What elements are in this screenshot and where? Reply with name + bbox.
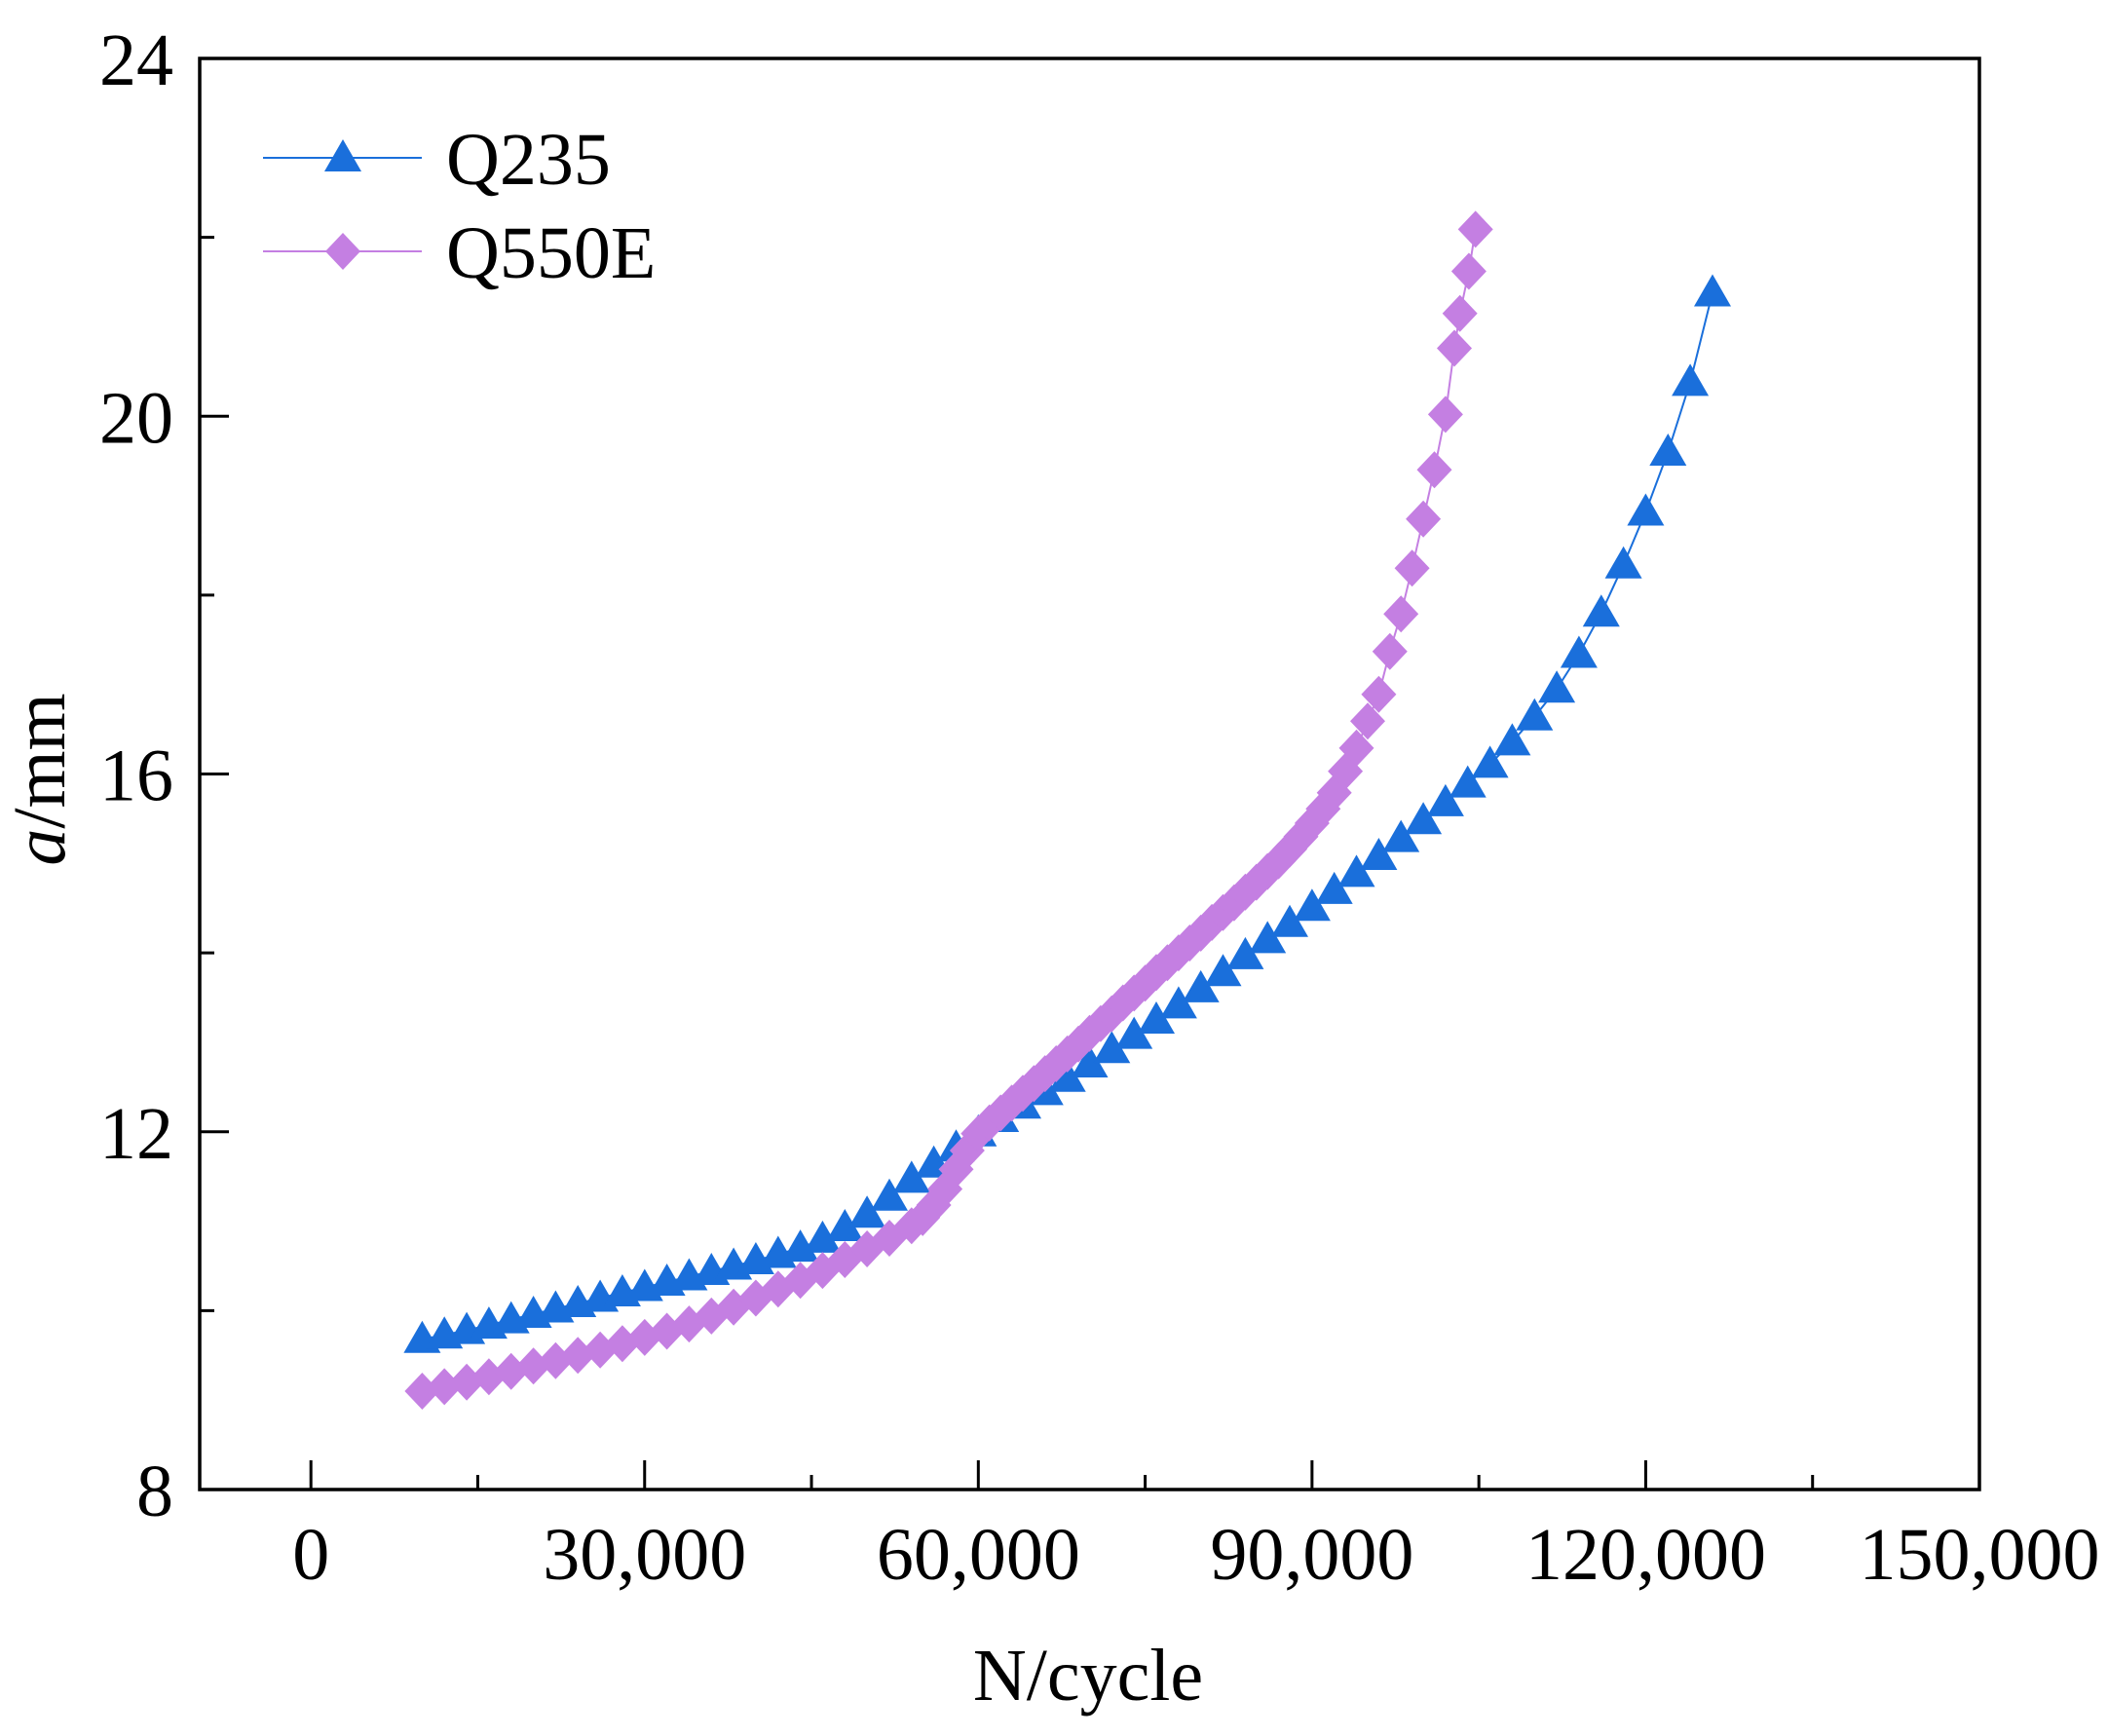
x-tick-label: 90,000 — [1210, 1514, 1413, 1596]
plot-area — [403, 210, 1731, 1410]
q235-data-point — [1449, 765, 1487, 798]
legend-item-q235: Q235 — [263, 119, 611, 201]
legend-label-q235: Q235 — [446, 119, 611, 201]
q235-data-point — [1271, 904, 1308, 937]
q550e-data-point — [1383, 595, 1419, 633]
q235-data-point — [1627, 493, 1665, 526]
x-axis-title: N/cycle — [973, 1635, 1203, 1717]
q235-data-point — [1538, 670, 1576, 703]
series-q235 — [403, 274, 1731, 1353]
y-tick-label: 20 — [99, 377, 173, 459]
tick-labels: 0 30,000 60,000 90,000 120,000 150,000 8 12 16 20… — [99, 19, 2100, 1596]
q235-data-point — [1182, 969, 1220, 1002]
q235-data-point — [1115, 1016, 1153, 1049]
q235-data-point — [1360, 838, 1398, 870]
q235-data-point — [848, 1195, 886, 1228]
q550e-data-point — [471, 1358, 507, 1396]
q550e-data-point — [1338, 729, 1374, 767]
q235-data-point — [1159, 986, 1197, 1019]
q235-data-point — [1048, 1059, 1086, 1092]
y-axis-title-variable: a — [0, 829, 81, 866]
x-tick-label: 30,000 — [543, 1514, 746, 1596]
q235-data-point — [1249, 921, 1287, 954]
y-tick-label: 12 — [99, 1093, 173, 1175]
q235-data-point — [1093, 1031, 1131, 1064]
q235-data-point — [1226, 936, 1264, 969]
legend-item-q550e: Q550E — [263, 212, 656, 294]
q235-data-point — [1672, 363, 1710, 396]
q550e-data-point — [404, 1373, 440, 1410]
q550e-data-point — [1361, 675, 1397, 713]
q550e-data-point — [1450, 252, 1487, 290]
q235-data-point — [781, 1229, 819, 1263]
legend-marker-triangle — [324, 139, 361, 171]
q235-data-point — [871, 1178, 908, 1211]
y-axis-title: a/mm — [0, 693, 81, 865]
q550e-data-point — [427, 1368, 463, 1406]
legend-label-q550e: Q550E — [446, 212, 656, 294]
q235-data-point — [1382, 819, 1420, 852]
y-axis-title-unit: /mm — [0, 693, 81, 828]
q235-data-point — [1516, 698, 1554, 731]
q550e-data-point — [1457, 210, 1493, 248]
q550e-data-point — [1394, 549, 1430, 587]
q235-data-point — [1426, 783, 1464, 816]
q235-data-point — [1560, 635, 1598, 668]
q235-data-point — [1405, 802, 1443, 835]
q235-data-point — [1694, 274, 1731, 307]
q235-data-point — [1604, 546, 1642, 579]
q235-data-point — [1138, 1001, 1175, 1034]
q235-data-point — [892, 1160, 930, 1193]
q235-data-point — [826, 1209, 864, 1241]
q235-data-point — [1471, 745, 1509, 778]
x-tick-label: 60,000 — [877, 1514, 1080, 1596]
q235-data-point — [1071, 1045, 1109, 1077]
x-tick-label: 150,000 — [1860, 1514, 2100, 1596]
q235-data-point — [1493, 723, 1531, 756]
q235-data-point — [804, 1220, 842, 1253]
q550e-data-point — [1442, 294, 1478, 332]
y-tick-label: 24 — [99, 19, 173, 101]
legend: Q235 Q550E — [263, 119, 656, 294]
q550e-data-point — [1350, 702, 1385, 740]
plot-frame — [198, 57, 1981, 1491]
y-tick-label: 8 — [136, 1451, 173, 1532]
q235-data-point — [1649, 434, 1687, 466]
q550e-data-point — [1427, 396, 1463, 434]
series-q550e — [404, 210, 1493, 1410]
series-line-q235 — [422, 292, 1713, 1340]
x-tick-label: 0 — [292, 1514, 329, 1596]
legend-marker-diamond — [325, 233, 360, 270]
q550e-data-point — [1406, 500, 1442, 538]
q235-data-point — [1337, 854, 1375, 887]
q235-data-point — [1582, 594, 1620, 627]
q235-data-point — [1293, 888, 1331, 922]
q235-data-point — [1315, 871, 1353, 904]
q550e-data-point — [1437, 329, 1472, 367]
x-tick-label: 120,000 — [1525, 1514, 1766, 1596]
q235-data-point — [1204, 954, 1242, 987]
y-tick-label: 16 — [99, 736, 173, 817]
q550e-data-point — [1416, 451, 1452, 489]
q550e-data-point — [1372, 632, 1408, 670]
